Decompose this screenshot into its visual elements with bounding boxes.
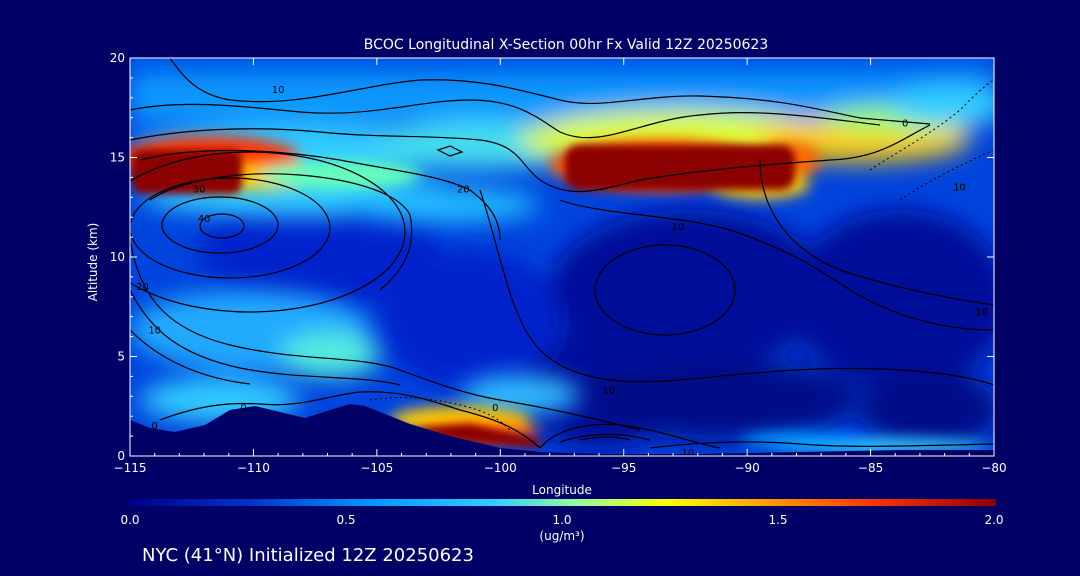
max-concentration-cores — [132, 145, 795, 448]
contour-label: 10 — [672, 222, 685, 233]
colorbar: 0.0 0.5 1.0 1.5 2.0 (ug/m³) — [120, 499, 1004, 543]
contour-label: 0 — [151, 421, 157, 432]
colorbar-ticks: 0.0 0.5 1.0 1.5 2.0 — [120, 513, 1003, 527]
chart-title: BCOC Longitudinal X-Section 00hr Fx Vali… — [364, 37, 768, 53]
contour-line — [130, 151, 406, 313]
x-tick-label: −90 — [734, 461, 759, 475]
x-tick-label: −110 — [237, 461, 270, 475]
contour-line-dashed — [869, 79, 994, 171]
contour-line — [759, 159, 994, 306]
colorbar-units-label: (ug/m³) — [539, 529, 584, 543]
initialization-footer: NYC (41°N) Initialized 12Z 20250623 — [142, 545, 474, 566]
contour-line — [130, 124, 931, 193]
contour-line — [130, 329, 251, 385]
contour-label: 0 — [240, 403, 246, 414]
contour-line-dashed — [369, 397, 511, 431]
x-axis: −115 −110 −105 −100 −95 −90 −85 −80 — [114, 58, 1007, 475]
contour-label: 10 — [603, 385, 616, 396]
contour-label: 40 — [198, 214, 211, 225]
low-concentration-areas — [200, 190, 994, 450]
y-tick-label: 20 — [110, 51, 125, 65]
y-axis: 0 5 10 15 20 — [110, 51, 994, 463]
contour-line — [649, 441, 994, 449]
contour-line — [479, 189, 994, 386]
contour-line — [199, 213, 245, 239]
contour-lines — [130, 58, 994, 449]
contour-line — [594, 244, 736, 336]
contour-label: 20 — [457, 184, 470, 195]
colorbar-gradient — [130, 499, 996, 506]
y-tick-label: 0 — [117, 449, 125, 463]
contour-label: 0 — [492, 403, 498, 414]
contour-line — [130, 177, 331, 279]
terrain — [130, 404, 994, 456]
x-tick-label: −95 — [611, 461, 636, 475]
colorbar-tick-label: 2.0 — [984, 513, 1003, 527]
contour-line — [130, 99, 881, 139]
x-tick-label: −80 — [981, 461, 1006, 475]
y-tick-label: 15 — [110, 151, 125, 165]
y-axis-label: Altitude (km) — [86, 223, 100, 302]
contour-line — [559, 199, 994, 331]
contour-labels: 10 30 40 20 10 0 10 20 10 10 10 0 0 0 10 — [136, 85, 988, 459]
contour-label: 20 — [136, 282, 149, 293]
x-tick-label: −115 — [114, 461, 147, 475]
contour-line — [559, 433, 651, 443]
contour-line-dashed — [899, 149, 994, 201]
contour-line — [130, 239, 641, 431]
colorbar-tick-label: 0.5 — [336, 513, 355, 527]
contour-label: 10 — [148, 326, 161, 337]
contour-line — [436, 145, 464, 157]
negative-contours — [369, 79, 994, 431]
contour-line — [161, 196, 279, 254]
contour-line — [579, 436, 631, 441]
concentration-field — [130, 58, 994, 456]
x-axis-label: Longitude — [532, 483, 592, 497]
contour-line — [130, 289, 401, 386]
colorbar-tick-label: 1.0 — [552, 513, 571, 527]
x-tick-label: −85 — [858, 461, 883, 475]
y-tick-label: 10 — [110, 250, 125, 264]
colorbar-tick-label: 0.0 — [120, 513, 139, 527]
x-tick-label: −100 — [484, 461, 517, 475]
contour-label: 10 — [272, 85, 285, 96]
contour-label: 30 — [193, 184, 206, 195]
contour-label: 10 — [682, 448, 695, 459]
x-tick-label: −105 — [360, 461, 393, 475]
y-tick-label: 5 — [117, 350, 125, 364]
colorbar-tick-label: 1.5 — [768, 513, 787, 527]
contour-label: 10 — [953, 182, 966, 193]
contour-line — [159, 391, 541, 449]
contour-label: 10 — [975, 308, 988, 319]
contour-label: 0 — [902, 119, 908, 130]
contour-line — [169, 58, 931, 125]
